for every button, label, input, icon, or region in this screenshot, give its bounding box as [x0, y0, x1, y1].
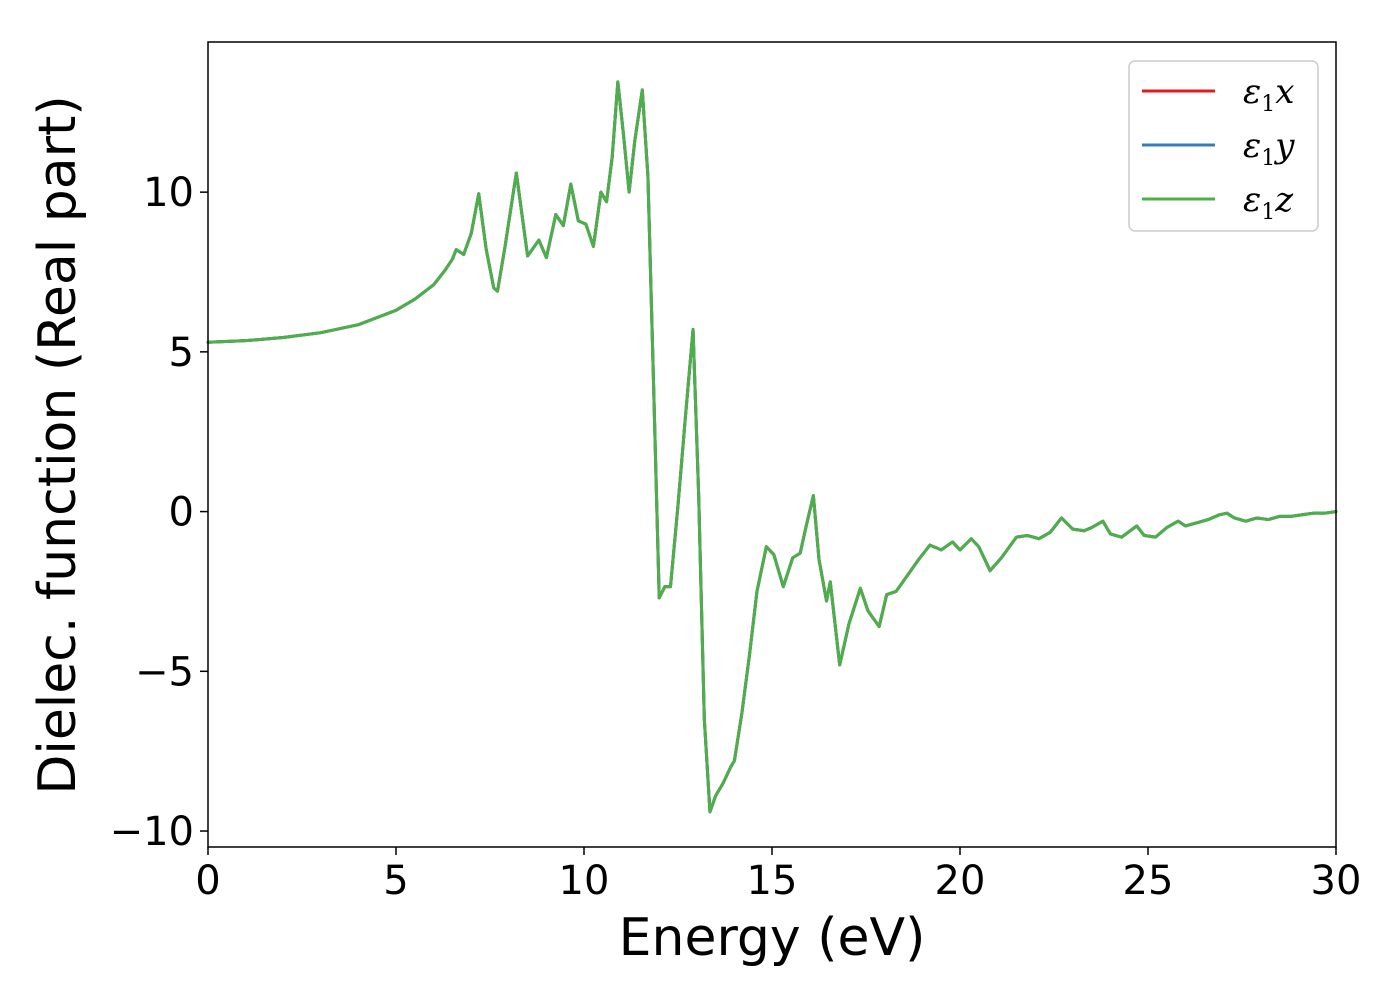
legend-label: ε1z: [1243, 180, 1294, 225]
y-tick-label: −10: [110, 809, 194, 855]
y-tick-label: −5: [135, 649, 194, 695]
x-tick-label: 25: [1123, 858, 1174, 904]
y-tick-label: 0: [169, 490, 194, 536]
legend-entry: ε1z: [1142, 180, 1294, 225]
x-tick-label: 10: [559, 858, 610, 904]
x-tick-label: 0: [195, 858, 220, 904]
y-axis-label: Dielec. function (Real part): [28, 95, 88, 794]
x-tick-label: 15: [747, 858, 798, 904]
y-tick-label: 10: [143, 170, 194, 216]
x-axis-label: Energy (eV): [619, 908, 926, 968]
legend-label: ε1x: [1243, 72, 1294, 117]
legend-entry: ε1y: [1142, 126, 1295, 171]
y-tick-label: 5: [169, 330, 194, 376]
y-axis-ticks: −10 −5 0 5 10: [110, 170, 208, 855]
x-axis-ticks: 0 5 10 15 20 25 30: [195, 847, 1361, 904]
legend-label: ε1y: [1243, 126, 1295, 171]
legend-entry: ε1x: [1142, 72, 1294, 117]
series-layer: [206, 80, 1338, 814]
x-tick-label: 5: [383, 858, 408, 904]
legend: ε1x ε1y ε1z: [1128, 60, 1319, 232]
x-tick-label: 20: [935, 858, 986, 904]
x-tick-label: 30: [1311, 858, 1362, 904]
series-line-3: [206, 80, 1338, 814]
legend-box: [1128, 60, 1319, 232]
